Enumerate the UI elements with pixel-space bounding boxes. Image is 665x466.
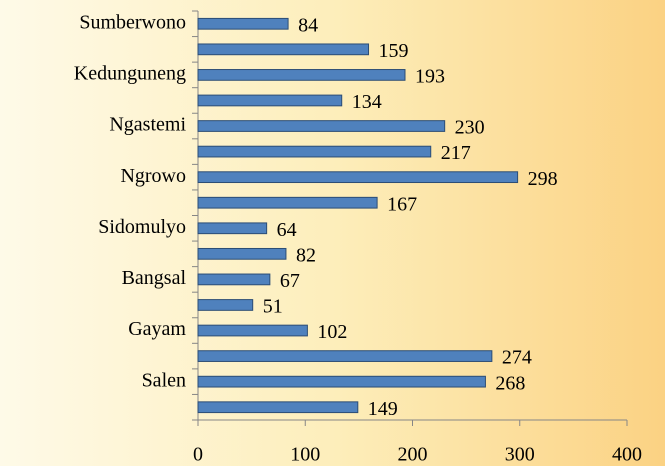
- bar: [197, 299, 254, 311]
- x-tick-label: 0: [193, 444, 203, 466]
- data-label: 274: [502, 347, 532, 369]
- y-tick-label: Salen: [142, 369, 186, 391]
- x-tick-label: 100: [290, 444, 320, 466]
- y-tick-label: Kedunguneng: [74, 63, 186, 85]
- data-label: 67: [280, 270, 300, 292]
- bar: [197, 222, 268, 235]
- data-label: 102: [317, 321, 347, 343]
- bar: [197, 120, 446, 132]
- bar: [197, 94, 343, 107]
- bar: [197, 324, 308, 337]
- data-label: 298: [528, 168, 558, 190]
- data-label: 217: [441, 142, 471, 164]
- data-label: 159: [379, 40, 409, 62]
- bar: [197, 171, 519, 184]
- data-label: 82: [296, 244, 316, 266]
- y-tick-label: Ngrowo: [120, 165, 186, 187]
- y-tick-label: Sumberwono: [79, 11, 186, 33]
- bar: [197, 196, 378, 209]
- x-tick-label: 300: [505, 444, 535, 466]
- data-label: 51: [263, 296, 283, 318]
- data-label: 134: [352, 91, 382, 113]
- y-tick-label: Gayam: [128, 318, 186, 340]
- data-label: 193: [415, 66, 445, 88]
- data-label: 268: [495, 372, 525, 394]
- bar: [197, 247, 287, 260]
- data-label: 64: [277, 219, 297, 241]
- y-tick-label: Ngastemi: [109, 114, 186, 136]
- x-tick-label: 400: [612, 444, 642, 466]
- bar: [197, 375, 486, 388]
- data-label: 230: [455, 117, 485, 139]
- bar: [197, 43, 370, 56]
- bar: [197, 69, 406, 81]
- y-tick-label: Sidomulyo: [98, 216, 186, 238]
- bar: [197, 401, 359, 414]
- data-label: 167: [387, 193, 417, 215]
- y-tick-label: Bangsal: [122, 267, 187, 289]
- x-tick-label: 200: [398, 444, 428, 466]
- data-label: 84: [298, 14, 318, 36]
- data-label: 149: [368, 398, 398, 420]
- bar: [197, 145, 432, 158]
- bar: [197, 17, 289, 30]
- bar: [197, 273, 271, 286]
- bar: [197, 350, 493, 362]
